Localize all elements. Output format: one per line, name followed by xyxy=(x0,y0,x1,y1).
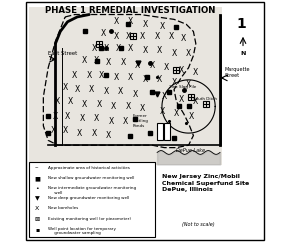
Text: X: X xyxy=(133,90,138,99)
Text: X: X xyxy=(82,56,87,65)
Text: X: X xyxy=(113,17,119,26)
Text: X: X xyxy=(92,129,97,138)
Text: X: X xyxy=(53,112,58,121)
Text: X: X xyxy=(193,97,198,106)
Text: X: X xyxy=(96,99,101,109)
Text: •: • xyxy=(35,186,39,191)
Text: X: X xyxy=(63,126,68,135)
Text: X: X xyxy=(94,114,99,123)
Text: X: X xyxy=(186,80,191,89)
Text: X: X xyxy=(126,102,131,111)
Text: X: X xyxy=(159,22,164,31)
Text: X: X xyxy=(188,112,194,121)
Text: X: X xyxy=(128,17,133,26)
Text: New shallow groundwater monitoring well: New shallow groundwater monitoring well xyxy=(48,176,135,180)
Text: X: X xyxy=(171,78,177,87)
Text: X: X xyxy=(179,95,184,104)
Text: X: X xyxy=(121,58,126,68)
Text: X: X xyxy=(157,46,162,55)
Text: X: X xyxy=(63,83,68,92)
Text: --: -- xyxy=(35,166,39,171)
Text: X: X xyxy=(65,112,70,121)
Text: X: X xyxy=(101,29,106,38)
Text: N: N xyxy=(240,51,246,56)
Text: Former
Settling
Ponds: Former Settling Ponds xyxy=(133,114,149,128)
Text: Marquette
Street: Marquette Street xyxy=(225,67,250,78)
Text: X: X xyxy=(89,85,94,94)
Text: X: X xyxy=(82,99,87,109)
Text: X: X xyxy=(142,75,148,84)
Text: DePue Lake: DePue Lake xyxy=(176,148,205,152)
Bar xyxy=(29,162,155,237)
Text: South Ditch: South Ditch xyxy=(193,97,218,101)
Text: X: X xyxy=(113,32,119,41)
Text: X: X xyxy=(79,114,85,123)
Text: X: X xyxy=(77,129,82,138)
Text: X: X xyxy=(181,34,186,43)
Bar xyxy=(157,123,163,140)
Text: X: X xyxy=(104,44,109,53)
Text: (Not to scale): (Not to scale) xyxy=(182,222,215,227)
Text: X: X xyxy=(135,61,140,70)
Text: X: X xyxy=(128,73,133,82)
Bar xyxy=(164,123,171,140)
Text: New intermediate groundwater monitoring
     well: New intermediate groundwater monitoring … xyxy=(48,186,136,195)
Text: X: X xyxy=(35,206,39,212)
Text: X: X xyxy=(157,75,162,84)
Text: X: X xyxy=(150,61,155,70)
Text: X: X xyxy=(179,66,184,75)
Text: ▪: ▪ xyxy=(35,227,39,232)
Text: X: X xyxy=(67,97,72,106)
Text: X: X xyxy=(118,87,124,97)
Text: X: X xyxy=(55,97,61,106)
Text: X: X xyxy=(104,87,109,97)
Text: X: X xyxy=(142,20,148,29)
Text: X: X xyxy=(113,73,119,82)
Text: X: X xyxy=(75,85,80,94)
Text: X: X xyxy=(106,58,111,68)
Text: X: X xyxy=(106,131,111,140)
Text: New Jersey Zinc/Mobil
Chemical Superfund Site
DePue, Illinois: New Jersey Zinc/Mobil Chemical Superfund… xyxy=(162,174,249,192)
Text: New boreholes: New boreholes xyxy=(48,206,79,211)
Text: X: X xyxy=(94,56,99,65)
Text: X: X xyxy=(128,44,133,53)
Text: X: X xyxy=(164,63,169,72)
Text: X: X xyxy=(193,68,198,77)
Text: X: X xyxy=(92,44,97,53)
Text: X: X xyxy=(171,49,177,58)
Text: ⊠: ⊠ xyxy=(35,217,40,222)
Text: X: X xyxy=(87,70,92,80)
Text: X: X xyxy=(186,49,191,58)
Text: Approximate area of historical activities: Approximate area of historical activitie… xyxy=(48,166,130,170)
Text: East Street: East Street xyxy=(48,51,77,56)
Text: X: X xyxy=(155,32,160,41)
Text: ▼: ▼ xyxy=(35,196,40,201)
Text: X: X xyxy=(116,44,121,53)
Text: Well point location for temporary
     groundwater sampling: Well point location for temporary ground… xyxy=(48,227,116,235)
Text: X: X xyxy=(140,32,145,41)
Text: Zinc Slag Pile: Zinc Slag Pile xyxy=(169,85,196,89)
Text: PHASE 1 REMEDIAL INVESTIGATION: PHASE 1 REMEDIAL INVESTIGATION xyxy=(45,6,216,15)
Text: X: X xyxy=(142,46,148,55)
Text: X: X xyxy=(174,109,179,118)
Text: X: X xyxy=(169,32,174,41)
Text: X: X xyxy=(50,126,56,135)
Text: Existing monitoring well (or piezometer): Existing monitoring well (or piezometer) xyxy=(48,217,131,221)
Text: ■: ■ xyxy=(35,176,40,181)
Text: X: X xyxy=(108,116,114,126)
Text: X: X xyxy=(126,32,131,41)
Bar xyxy=(29,7,222,165)
Text: X: X xyxy=(159,107,164,116)
Text: X: X xyxy=(99,70,104,80)
Text: 1: 1 xyxy=(237,17,247,31)
Text: X: X xyxy=(140,104,145,113)
Text: X: X xyxy=(123,116,128,126)
Text: X: X xyxy=(72,70,77,80)
Text: X: X xyxy=(162,92,167,101)
Text: X: X xyxy=(111,102,116,111)
Text: New deep groundwater monitoring well: New deep groundwater monitoring well xyxy=(48,196,129,200)
